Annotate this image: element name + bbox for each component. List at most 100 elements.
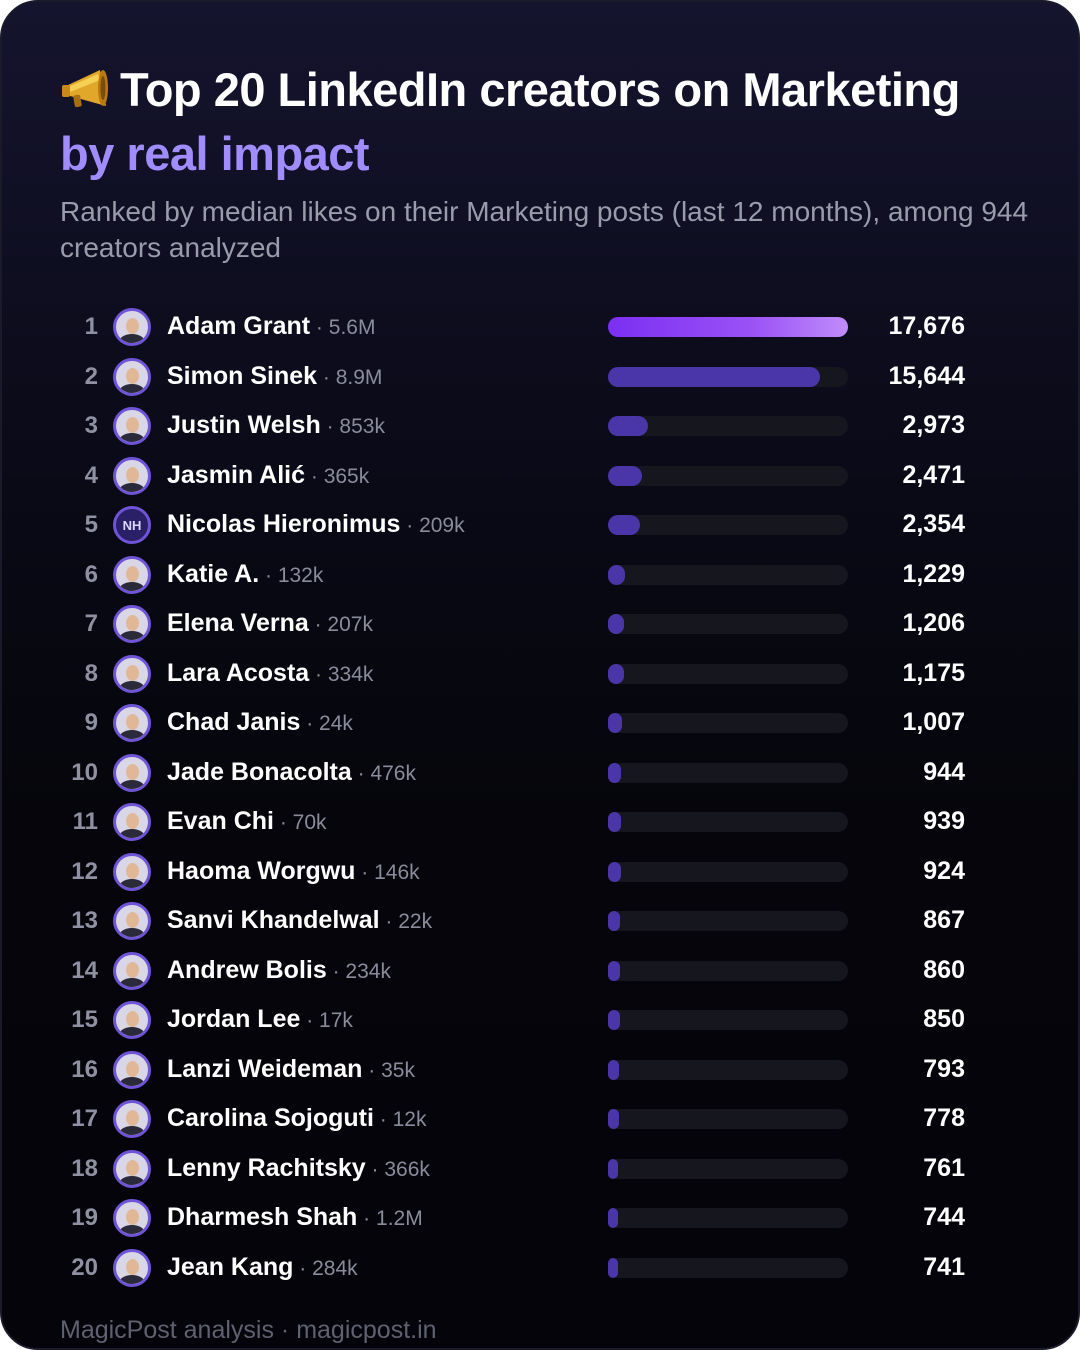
bar-6 xyxy=(608,564,625,585)
avatar[interactable] xyxy=(113,704,151,742)
avatar[interactable] xyxy=(113,803,151,841)
follower-count: 207k xyxy=(327,613,373,636)
bar-track xyxy=(608,1109,848,1129)
separator-dot: · xyxy=(357,1207,377,1230)
avatar[interactable] xyxy=(113,1248,151,1287)
creator-label: Katie A. · 132k xyxy=(167,560,323,589)
creator-label: Elena Verna · 207k xyxy=(167,609,373,638)
separator-dot: · xyxy=(362,1058,382,1082)
separator-dot: · xyxy=(320,415,340,438)
creator-name[interactable]: Dharmesh Shah xyxy=(167,1203,358,1231)
rank-number: 8 xyxy=(84,659,98,687)
follower-count: 12k xyxy=(392,1108,427,1131)
bar-7 xyxy=(608,614,625,634)
creator-name[interactable]: Lara Acosta xyxy=(167,658,310,687)
value-label: 2,354 xyxy=(902,510,965,538)
table-row: 20 Jean Kang · 284k 741 xyxy=(2,1243,1078,1293)
bar-track xyxy=(608,861,848,882)
creator-name[interactable]: Simon Sinek xyxy=(167,361,318,390)
avatar[interactable] xyxy=(113,1050,151,1089)
table-row: 15 Jordan Lee · 17k 850 xyxy=(2,995,1078,1045)
avatar[interactable] xyxy=(113,902,151,940)
bar-5 xyxy=(608,515,640,535)
value-label: 2,471 xyxy=(902,460,965,489)
bar-track xyxy=(608,960,848,981)
follower-count: 22k xyxy=(398,910,433,933)
creator-name[interactable]: Chad Janis xyxy=(167,708,301,736)
avatar[interactable] xyxy=(113,456,151,495)
bar-track xyxy=(608,1158,848,1179)
title-highlight: by real impact xyxy=(60,127,370,180)
creator-name[interactable]: Nicolas Hieronimus xyxy=(167,510,401,538)
creator-label: Carolina Sojoguti · 12k xyxy=(167,1104,426,1133)
avatar[interactable] xyxy=(113,1199,151,1237)
bar-12 xyxy=(608,861,621,882)
separator-dot: · xyxy=(273,811,293,834)
creator-label: Haoma Worgwu · 146k xyxy=(167,857,420,886)
creator-label: Evan Chi · 70k xyxy=(167,807,327,836)
avatar[interactable] xyxy=(113,308,151,346)
bar-track xyxy=(608,663,848,684)
creator-label: Nicolas Hieronimus · 209k xyxy=(167,510,465,539)
avatar[interactable] xyxy=(113,605,151,643)
rank-number: 10 xyxy=(71,758,98,786)
bar-track xyxy=(608,1257,848,1278)
rank-number: 16 xyxy=(71,1055,98,1083)
creator-label: Adam Grant · 5.6M xyxy=(167,312,375,341)
avatar[interactable] xyxy=(113,1149,151,1188)
creator-name[interactable]: Lenny Rachitsky xyxy=(167,1153,366,1182)
value-label: 17,676 xyxy=(888,312,965,340)
bar-20 xyxy=(608,1257,619,1278)
creator-name[interactable]: Justin Welsh xyxy=(167,411,321,439)
follower-count: 24k xyxy=(319,712,353,735)
creator-name[interactable]: Adam Grant xyxy=(167,312,311,340)
avatar[interactable] xyxy=(113,1001,151,1039)
table-row: 7 Elena Verna · 207k 1,206 xyxy=(2,599,1078,649)
avatar[interactable] xyxy=(113,654,151,693)
creator-name[interactable]: Jade Bonacolta xyxy=(167,757,352,786)
avatar[interactable] xyxy=(113,951,151,990)
creator-name[interactable]: Elena Verna xyxy=(167,609,309,637)
avatar[interactable] xyxy=(113,852,151,891)
bar-4 xyxy=(608,465,642,486)
value-label: 1,206 xyxy=(902,609,965,637)
bar-2 xyxy=(608,366,821,387)
value-label: 867 xyxy=(923,906,965,934)
avatar[interactable]: NH xyxy=(113,506,151,544)
bar-track xyxy=(608,713,848,733)
bar-19 xyxy=(608,1208,619,1228)
table-row: 5 NH Nicolas Hieronimus · 209k 2,354 xyxy=(2,500,1078,550)
table-row: 6 Katie A. · 132k 1,229 xyxy=(2,550,1078,600)
creator-name[interactable]: Katie A. xyxy=(167,559,260,588)
table-row: 2 Simon Sinek · 8.9M 15,644 xyxy=(2,352,1078,402)
rank-number: 17 xyxy=(71,1105,98,1132)
avatar[interactable] xyxy=(113,555,151,594)
creator-name[interactable]: Jordan Lee xyxy=(167,1005,301,1033)
bar-8 xyxy=(608,663,624,684)
avatar[interactable] xyxy=(113,357,151,396)
follower-count: 35k xyxy=(381,1058,415,1082)
creator-name[interactable]: Jean Kang xyxy=(167,1252,294,1281)
creator-name[interactable]: Jasmin Alić xyxy=(167,460,306,489)
follower-count: 366k xyxy=(384,1157,430,1181)
creator-name[interactable]: Andrew Bolis xyxy=(167,955,327,984)
table-row: 12 Haoma Worgwu · 146k 924 xyxy=(2,847,1078,897)
value-label: 778 xyxy=(923,1104,965,1132)
bar-track xyxy=(608,1208,848,1228)
rank-number: 12 xyxy=(71,857,98,885)
bar-13 xyxy=(608,911,620,931)
bar-track xyxy=(608,1010,848,1030)
value-label: 1,175 xyxy=(902,658,965,687)
avatar[interactable] xyxy=(113,753,151,792)
avatar[interactable] xyxy=(113,1100,151,1138)
creator-name[interactable]: Haoma Worgwu xyxy=(167,856,356,885)
avatar[interactable] xyxy=(113,407,151,445)
separator-dot: · xyxy=(326,959,346,983)
creator-name[interactable]: Evan Chi xyxy=(167,807,274,835)
creator-name[interactable]: Lanzi Weideman xyxy=(167,1054,363,1083)
follower-count: 17k xyxy=(319,1009,353,1032)
table-row: 14 Andrew Bolis · 234k 860 xyxy=(2,946,1078,996)
creator-name[interactable]: Carolina Sojoguti xyxy=(167,1104,374,1132)
creator-name[interactable]: Sanvi Khandelwal xyxy=(167,906,380,934)
